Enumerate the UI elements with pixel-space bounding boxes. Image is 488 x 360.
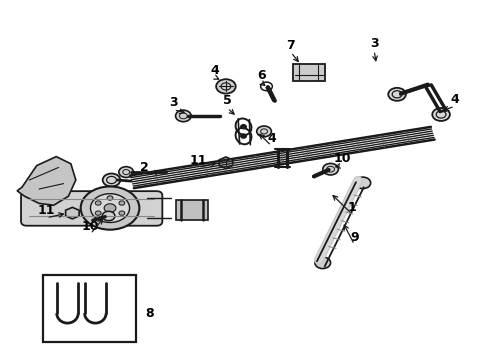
- Text: 4: 4: [449, 93, 458, 105]
- Circle shape: [81, 186, 139, 230]
- Bar: [176, 200, 207, 220]
- Text: 3: 3: [369, 37, 378, 50]
- Text: 4: 4: [266, 132, 275, 145]
- Text: 10: 10: [81, 220, 99, 233]
- Circle shape: [95, 201, 101, 205]
- Circle shape: [119, 201, 124, 205]
- Circle shape: [95, 211, 101, 215]
- Circle shape: [90, 194, 129, 222]
- Circle shape: [431, 108, 449, 121]
- Polygon shape: [17, 157, 76, 205]
- Text: 4: 4: [210, 64, 219, 77]
- Circle shape: [387, 88, 405, 101]
- Circle shape: [102, 174, 120, 186]
- Text: 1: 1: [347, 201, 356, 213]
- Circle shape: [102, 211, 115, 221]
- Circle shape: [107, 216, 113, 220]
- Text: 5: 5: [223, 94, 231, 107]
- Circle shape: [240, 134, 246, 138]
- Bar: [43, 275, 136, 342]
- Text: 7: 7: [286, 39, 295, 51]
- Circle shape: [354, 177, 370, 189]
- Text: 8: 8: [144, 307, 153, 320]
- Text: 6: 6: [257, 69, 265, 82]
- Circle shape: [256, 126, 271, 137]
- Text: 2: 2: [140, 161, 148, 174]
- FancyBboxPatch shape: [21, 191, 162, 226]
- Circle shape: [175, 110, 191, 122]
- Circle shape: [119, 167, 133, 177]
- Circle shape: [240, 125, 246, 129]
- Text: 9: 9: [349, 231, 358, 244]
- Circle shape: [107, 196, 113, 200]
- Circle shape: [322, 163, 338, 175]
- Circle shape: [104, 204, 116, 212]
- FancyBboxPatch shape: [293, 64, 324, 81]
- Circle shape: [314, 257, 330, 269]
- Text: 10: 10: [333, 152, 350, 165]
- Text: 11: 11: [38, 204, 55, 217]
- Circle shape: [216, 79, 235, 94]
- Text: 3: 3: [169, 96, 178, 109]
- Text: 11: 11: [189, 154, 206, 167]
- Circle shape: [119, 211, 124, 215]
